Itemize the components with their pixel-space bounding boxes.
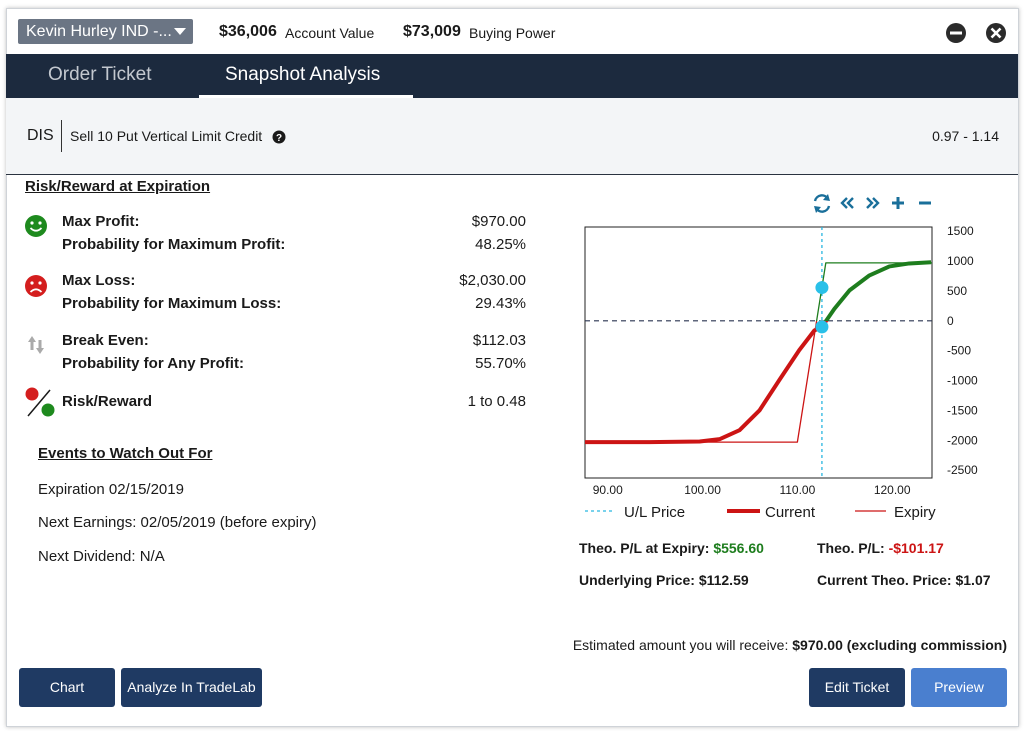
sad-icon — [25, 275, 47, 297]
events-title: Events to Watch Out For — [38, 445, 213, 462]
series-line — [585, 260, 932, 445]
x-tick-label: 120.00 — [874, 483, 911, 497]
y-tick-label: -1500 — [947, 403, 978, 417]
order-bar — [6, 98, 1018, 175]
pl-chart: 1500 1000 500 0 -500 -1000 -1500 -2000 -2500 90.0… — [584, 194, 978, 521]
legend-label: Expiry — [894, 504, 936, 521]
divider — [61, 120, 62, 152]
risk-sub-value: 29.43% — [475, 295, 526, 312]
event-item: Next Dividend: N/A — [38, 548, 165, 565]
series-line — [585, 262, 932, 443]
risk-label: Max Profit: — [62, 213, 140, 230]
plot-frame — [584, 226, 933, 479]
tab[interactable]: Order Ticket — [48, 64, 152, 85]
y-tick-label: -2000 — [947, 433, 978, 447]
estimate: Estimated amount you will receive: $970.… — [573, 637, 1007, 653]
minimize-button[interactable] — [946, 23, 966, 43]
close-button[interactable] — [986, 23, 1006, 43]
chart-toolbar — [813, 194, 931, 213]
section-title: Risk/Reward at Expiration — [25, 178, 211, 195]
tab-bar — [6, 54, 1018, 98]
risk-sub-label: Probability for Maximum Loss: — [62, 295, 282, 312]
risk-value: $2,030.00 — [459, 272, 526, 289]
stat-value: -$101.17 — [888, 540, 944, 556]
stat-label: Current Theo. Price: $1.07 — [817, 572, 991, 588]
preview-button[interactable]: Preview — [911, 668, 1007, 707]
account-dropdown[interactable]: Kevin Hurley IND -... — [18, 19, 193, 44]
legend: U/L Price Current Expiry — [585, 504, 936, 521]
y-tick-label: 1500 — [947, 224, 974, 238]
account-name: Kevin Hurley IND -... — [26, 23, 172, 40]
zoom-left-button[interactable] — [840, 197, 854, 209]
risk-sub-label: Probability for Any Profit: — [62, 355, 244, 372]
estimate-value: $970.00 (excluding commission) — [792, 637, 1007, 653]
buying-power-label: Buying Power — [469, 25, 556, 41]
stat-label-text: Theo. P/L at Expiry: — [579, 540, 710, 556]
risk-label: Risk/Reward — [62, 393, 153, 410]
stat-label-text: Underlying Price: — [579, 572, 695, 588]
zoom-in-button[interactable] — [892, 197, 904, 209]
legend-label: Current — [765, 504, 816, 521]
order-description: Sell 10 Put Vertical Limit Credit — [70, 128, 263, 144]
risk-label: Max Loss: — [62, 272, 136, 289]
y-tick-label: -500 — [947, 344, 971, 358]
risk-value: $970.00 — [471, 213, 526, 230]
event-item: Expiration 02/15/2019 — [38, 481, 184, 498]
stat-label: Theo. P/L: -$101.17 — [817, 540, 944, 556]
risk-value: $112.03 — [472, 332, 526, 349]
price-range: 0.97 - 1.14 — [932, 128, 999, 144]
account-value: $36,006 — [219, 23, 277, 40]
stat-value: $112.59 — [698, 572, 749, 588]
risk-reward-icon — [25, 387, 55, 417]
refresh-button[interactable] — [813, 194, 831, 213]
window-controls — [946, 23, 1006, 43]
stat-label: Theo. P/L at Expiry: $556.60 — [579, 540, 764, 556]
y-tick-label: 0 — [947, 314, 954, 328]
price-marker — [815, 281, 829, 295]
stat-label-text: Current Theo. Price: — [817, 572, 952, 588]
risk-sub-value: 48.25% — [475, 236, 526, 253]
tradelab-button[interactable]: Analyze In TradeLab — [121, 668, 262, 707]
chart-button[interactable]: Chart — [19, 668, 115, 707]
x-tick-label: 110.00 — [779, 483, 815, 497]
price-marker — [815, 320, 829, 334]
svg-text:?: ? — [276, 133, 282, 144]
risk-value: 1 to 0.48 — [467, 393, 526, 410]
risk-sub-value: 55.70% — [475, 355, 526, 372]
buying-power: $73,009 — [403, 23, 461, 40]
tab-active[interactable]: Snapshot Analysis — [225, 64, 381, 85]
symbol: DIS — [27, 127, 54, 144]
break-even-icon — [28, 336, 44, 354]
y-tick-label: -2500 — [947, 463, 978, 477]
y-tick-label: -1000 — [947, 374, 978, 388]
help-icon[interactable]: ? — [272, 130, 286, 144]
tab-underline — [199, 95, 413, 98]
estimate-label: Estimated amount you will receive: — [572, 637, 789, 653]
event-item: Next Earnings: 02/05/2019 (before expiry… — [38, 514, 317, 531]
risk-icons — [25, 215, 55, 417]
risk-sub-label: Probability for Maximum Profit: — [62, 236, 286, 253]
account-value-label: Account Value — [285, 25, 375, 41]
x-tick-label: 90.00 — [593, 483, 623, 497]
legend-label: U/L Price — [624, 504, 685, 521]
dropdown-arrow — [174, 28, 186, 35]
edit-ticket-button[interactable]: Edit Ticket — [809, 668, 905, 707]
y-tick-label: 500 — [947, 284, 967, 298]
x-tick-label: 100.00 — [684, 483, 721, 497]
stat-value: $556.60 — [713, 540, 764, 556]
stat-label-text: Theo. P/L: — [817, 540, 885, 556]
zoom-right-button[interactable] — [866, 197, 880, 209]
happy-icon — [25, 215, 47, 237]
y-tick-label: 1000 — [947, 254, 974, 268]
stat-label: Underlying Price: $112.59 — [579, 572, 749, 588]
risk-label: Break Even: — [62, 332, 149, 349]
stat-value: $1.07 — [955, 572, 991, 588]
